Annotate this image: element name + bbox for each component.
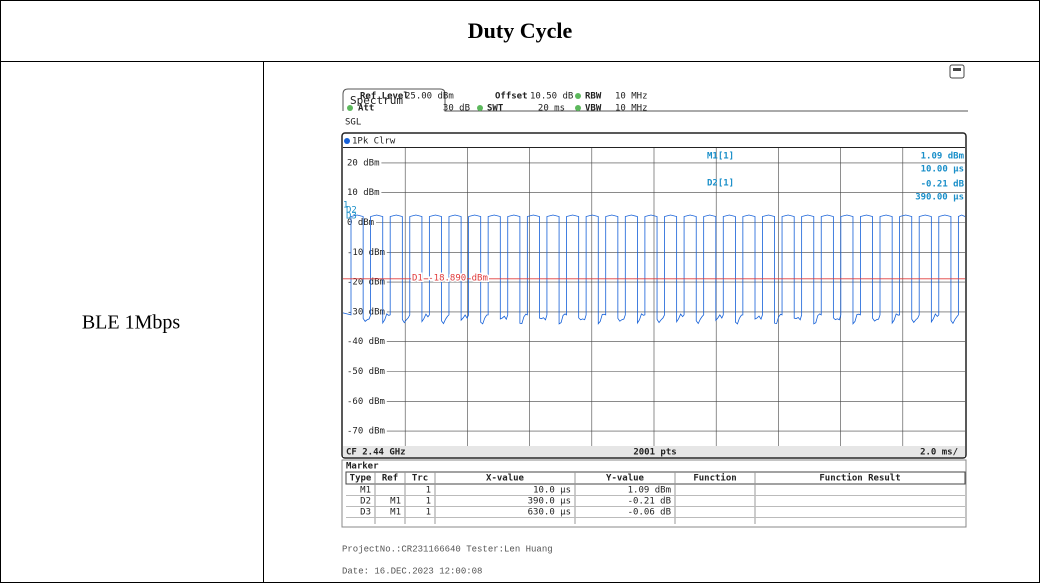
y-axis-label: 20 dBm — [347, 158, 380, 168]
status-text: 2.0 ms/ — [920, 448, 958, 458]
trace-label: 1Pk Clrw — [352, 137, 396, 147]
setting-label: VBW — [585, 104, 602, 114]
row-label: BLE 1Mbps — [82, 312, 181, 334]
table-cell: 1.09 dBm — [628, 486, 671, 496]
table-cell: 390.0 µs — [528, 497, 571, 507]
readout: D2[1] — [707, 179, 734, 189]
y-axis-label: -10 dBm — [347, 248, 385, 258]
table-cell: D3 — [360, 508, 371, 518]
setting-value: 20 ms — [538, 104, 565, 114]
setting-label: Ref Level — [360, 92, 409, 102]
setting-label: RBW — [585, 92, 602, 102]
status-dot — [347, 105, 353, 111]
column-header: X-value — [486, 474, 525, 484]
footer-text: Date: 16.DEC.2023 12:00:08 — [342, 566, 482, 576]
column-header: Trc — [412, 474, 428, 484]
setting-label: Att — [358, 104, 374, 114]
table-cell: 1 — [426, 508, 431, 518]
column-header: Function — [693, 473, 736, 484]
table-cell: 10.0 µs — [533, 486, 571, 496]
setting-label: Offset — [495, 92, 528, 102]
status-text: 2001 pts — [633, 448, 676, 458]
icon-part — [953, 68, 961, 71]
marker-table-title: Marker — [346, 462, 379, 472]
display-line-label: D1 -18.890 dBm — [412, 273, 488, 283]
marker-flag: D2 — [346, 206, 357, 216]
table-cell: D2 — [360, 497, 371, 507]
table-cell: M1 — [390, 508, 401, 518]
y-axis-label: -40 dBm — [347, 337, 385, 347]
setting-value: 10 MHz — [615, 92, 648, 102]
status-dot — [575, 93, 581, 99]
marker-flag: D3 — [346, 212, 357, 222]
status-dot — [477, 105, 483, 111]
status-bar — [343, 446, 965, 457]
tab — [342, 88, 968, 112]
status-text: CF 2.44 GHz — [346, 448, 406, 458]
column-header: Function Result — [819, 473, 900, 484]
column-header: Y-value — [606, 474, 645, 484]
y-axis-label: -70 dBm — [347, 427, 385, 437]
setting-value: SGL — [345, 118, 361, 128]
table-cell: 1 — [426, 486, 431, 496]
table-cell: M1 — [390, 497, 401, 507]
table-cell: 630.0 µs — [528, 508, 571, 518]
setting-value: 10 MHz — [615, 104, 648, 114]
icon — [949, 64, 965, 79]
column-header: Type — [350, 474, 372, 484]
readout: -0.21 dB — [921, 180, 965, 190]
header-title: Duty Cycle — [468, 18, 573, 43]
table-cell: M1 — [360, 486, 371, 496]
y-axis-label: 0 dBm — [347, 218, 374, 228]
readout: M1[1] — [707, 152, 734, 162]
trace-dot — [344, 138, 350, 144]
tab-label: Spectrum — [350, 94, 403, 107]
y-axis-label: -60 dBm — [347, 397, 385, 407]
table-cell: 1 — [426, 497, 431, 507]
setting-value: 30 dB — [443, 104, 470, 114]
y-axis-label: -20 dBm — [347, 278, 385, 288]
setting-label: SWT — [487, 104, 504, 114]
readout: 390.00 µs — [915, 193, 964, 203]
marker-table-frame — [341, 459, 967, 528]
table-cell: -0.06 dB — [628, 508, 671, 518]
readout: 10.00 µs — [921, 165, 964, 175]
footer-text: ProjectNo.:CR231166640 Tester:Len Huang — [342, 544, 553, 554]
readout: 1.09 dBm — [921, 152, 965, 162]
y-axis-label: -50 dBm — [347, 367, 385, 377]
y-axis-label: -30 dBm — [347, 307, 385, 317]
header-row — [345, 471, 966, 485]
marker-flag: 1 — [343, 201, 348, 211]
table-cell: -0.21 dB — [628, 497, 671, 507]
setting-value: 25.00 dBm — [405, 92, 454, 102]
y-axis-label: 10 dBm — [347, 188, 380, 198]
column-header: Ref — [382, 474, 398, 484]
setting-value: 10.50 dB — [530, 92, 573, 102]
trace — [342, 214, 966, 325]
status-dot — [575, 105, 581, 111]
